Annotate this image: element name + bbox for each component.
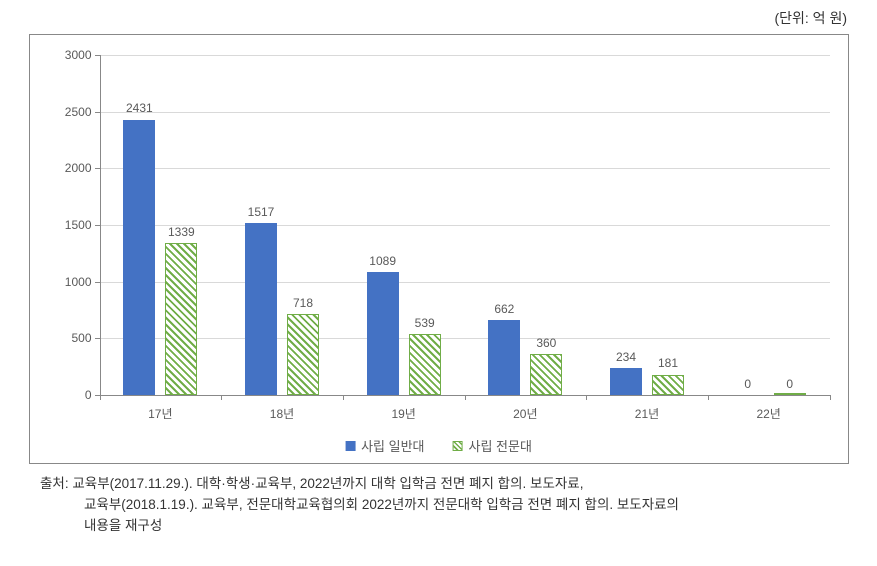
x-tick-mark [343, 395, 344, 400]
gridline [100, 225, 830, 226]
bar-value-label: 234 [616, 350, 636, 364]
legend-swatch [453, 441, 463, 451]
bar [165, 243, 197, 395]
y-tick-label: 0 [85, 388, 92, 402]
gridline [100, 55, 830, 56]
bar [488, 320, 520, 395]
bar-value-label: 181 [658, 356, 678, 370]
bar [409, 334, 441, 395]
x-tick-mark [586, 395, 587, 400]
bar-value-label: 360 [536, 336, 556, 350]
source-prefix: 출처: [40, 476, 69, 491]
x-tick-mark [100, 395, 101, 400]
bar [123, 120, 155, 396]
bar-value-label: 1339 [168, 225, 195, 239]
bar [287, 314, 319, 395]
bar [367, 272, 399, 395]
x-tick-label: 18년 [270, 405, 294, 422]
bar [652, 375, 684, 396]
bar-value-label: 662 [494, 302, 514, 316]
legend-label: 사립 일반대 [361, 436, 424, 455]
legend: 사립 일반대 사립 전문대 [345, 436, 532, 455]
x-tick-label: 20년 [513, 405, 537, 422]
x-tick-mark [465, 395, 466, 400]
bar-value-label: 539 [415, 316, 435, 330]
x-tick-label: 22년 [756, 405, 780, 422]
y-tick-label: 2500 [65, 105, 92, 119]
bar-value-label: 0 [786, 377, 793, 391]
gridline [100, 338, 830, 339]
source-line-1: 출처: 교육부(2017.11.29.). 대학·학생·교육부, 2022년까지… [40, 474, 837, 495]
source-line-3: 내용을 재구성 [40, 516, 837, 537]
legend-item: 사립 전문대 [453, 436, 532, 455]
bar [774, 393, 806, 395]
source-line-2: 교육부(2018.1.19.). 교육부, 전문대학교육협의회 2022년까지 … [40, 495, 837, 516]
legend-item: 사립 일반대 [345, 436, 424, 455]
gridline [100, 112, 830, 113]
x-tick-mark [221, 395, 222, 400]
y-tick-label: 2000 [65, 161, 92, 175]
y-tick-label: 1000 [65, 275, 92, 289]
bar-value-label: 1517 [248, 205, 275, 219]
bar-value-label: 718 [293, 296, 313, 310]
y-tick-label: 1500 [65, 218, 92, 232]
x-tick-label: 21년 [635, 405, 659, 422]
bar-value-label: 1089 [369, 254, 396, 268]
bar [245, 223, 277, 395]
x-tick-label: 17년 [148, 405, 172, 422]
bar-value-label: 0 [744, 377, 751, 391]
unit-label: (단위: 억 원) [20, 8, 857, 28]
x-tick-label: 19년 [391, 405, 415, 422]
source-text-1: 교육부(2017.11.29.). 대학·학생·교육부, 2022년까지 대학 … [72, 476, 583, 491]
legend-label: 사립 전문대 [469, 436, 532, 455]
x-tick-mark [708, 395, 709, 400]
chart-frame: 0 500 1000 1500 2000 2500 3000 17년 2431 1339 18년 15… [29, 34, 849, 464]
bar-value-label: 2431 [126, 101, 153, 115]
y-axis [100, 55, 101, 395]
plot-area: 05001000150020002500300017년2431133918년15… [100, 55, 830, 395]
source-block: 출처: 교육부(2017.11.29.). 대학·학생·교육부, 2022년까지… [40, 474, 837, 537]
x-tick-mark [830, 395, 831, 400]
y-tick-label: 3000 [65, 48, 92, 62]
gridline [100, 168, 830, 169]
bar [530, 354, 562, 395]
legend-swatch [345, 441, 355, 451]
gridline [100, 282, 830, 283]
bar [610, 368, 642, 395]
y-tick-label: 500 [71, 331, 91, 345]
